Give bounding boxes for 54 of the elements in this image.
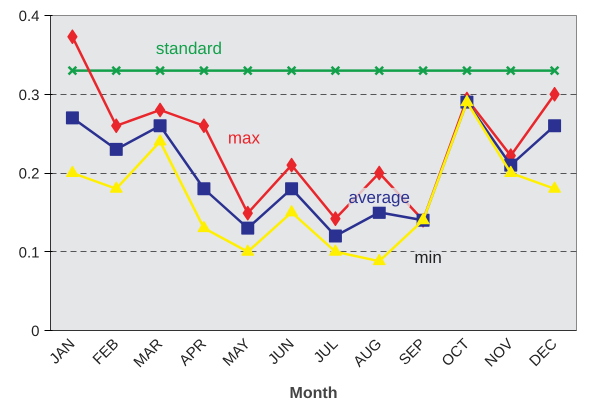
point: [374, 65, 384, 76]
y-tick-label: 0.2: [18, 166, 40, 182]
y-tick-label: 0.4: [18, 8, 40, 25]
y-tick-label: 0.3: [18, 86, 40, 104]
point: [328, 244, 342, 256]
point: [67, 29, 78, 44]
y-tick-label: 0.1: [18, 244, 40, 262]
point: [372, 254, 386, 266]
point: [197, 182, 210, 196]
point: [198, 65, 210, 76]
point: [504, 166, 518, 177]
point: [462, 65, 472, 76]
point: [418, 65, 428, 76]
x-tick-label: SEP: [396, 335, 430, 369]
point: [374, 166, 384, 180]
series-label: average: [348, 188, 410, 207]
series-label: min: [414, 248, 442, 267]
point: [328, 230, 342, 242]
point: [111, 65, 122, 76]
point: [416, 212, 430, 224]
point: [66, 166, 79, 177]
point: [286, 158, 297, 173]
point: [242, 65, 253, 76]
point: [285, 204, 298, 216]
point: [154, 134, 167, 146]
point: [154, 119, 167, 132]
point: [110, 181, 123, 193]
x-axis-title: Month: [290, 385, 338, 402]
point: [154, 102, 166, 118]
point: [154, 65, 166, 76]
point: [460, 94, 474, 106]
point: [549, 86, 560, 102]
y-tick-label: 0: [31, 323, 40, 340]
series-label: standard: [156, 39, 222, 58]
point: [67, 65, 78, 76]
x-tick-label: FEB: [90, 335, 122, 368]
point: [241, 222, 254, 235]
point: [110, 142, 123, 156]
point: [330, 65, 341, 76]
x-tick-label: JUL: [310, 335, 342, 366]
point: [506, 65, 516, 76]
point: [197, 220, 210, 232]
point: [548, 181, 562, 193]
point: [549, 65, 560, 76]
point: [285, 182, 298, 196]
point: [548, 119, 562, 132]
point: [198, 118, 210, 134]
series-label: max: [228, 128, 260, 148]
point: [372, 206, 386, 219]
x-tick-label: JAN: [46, 335, 78, 368]
point: [66, 111, 79, 124]
point: [241, 244, 254, 256]
point: [330, 211, 341, 226]
point: [286, 65, 297, 76]
